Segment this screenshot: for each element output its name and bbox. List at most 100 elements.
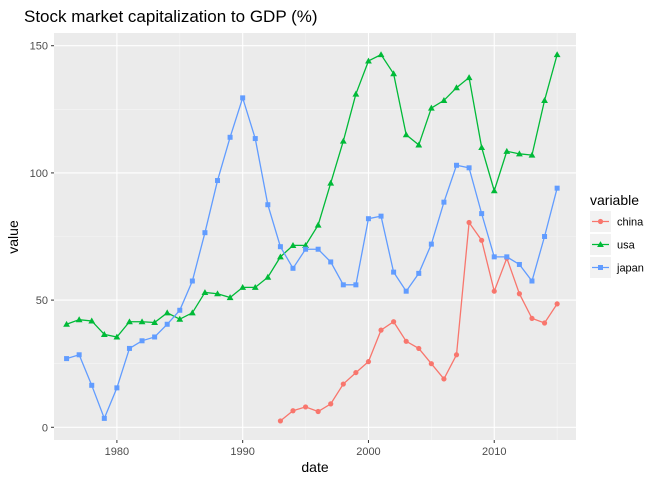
x-axis-title: date: [301, 459, 328, 475]
data-point-usa: [465, 74, 473, 81]
data-point-usa: [151, 319, 159, 326]
data-point-usa: [427, 104, 435, 111]
data-point-usa: [528, 151, 536, 158]
data-point-usa: [75, 316, 83, 323]
data-point-usa: [314, 221, 322, 228]
data-point-japan: [139, 338, 145, 344]
data-point-japan: [315, 246, 321, 252]
data-point-usa: [289, 242, 297, 248]
legend-marker-usa: [597, 241, 604, 248]
data-point-japan: [290, 265, 296, 271]
legend-label: usa: [617, 240, 636, 252]
data-point-japan: [265, 202, 271, 208]
data-point-japan: [252, 136, 258, 142]
data-point-china: [428, 361, 434, 367]
data-point-japan: [441, 199, 447, 205]
data-point-japan: [215, 178, 221, 184]
data-point-japan: [164, 321, 170, 327]
legend-marker-japan: [598, 265, 603, 270]
chart-title: Stock market capitalization to GDP (%): [24, 7, 318, 26]
data-point-china: [365, 359, 372, 365]
data-point-china: [315, 408, 321, 415]
data-point-china: [391, 319, 397, 325]
legend-item-japan: japan: [590, 257, 644, 278]
data-point-japan: [353, 282, 359, 288]
data-point-japan: [277, 244, 283, 250]
data-point-usa: [377, 51, 385, 58]
data-point-japan: [202, 230, 208, 236]
data-point-china: [290, 408, 296, 414]
data-point-usa: [402, 131, 410, 138]
data-point-china: [277, 418, 284, 424]
data-point-china: [403, 338, 409, 344]
data-point-usa: [176, 315, 184, 322]
legend-item-china: china: [590, 211, 644, 232]
y-tick-label: 100: [30, 168, 48, 180]
data-point-japan: [454, 162, 460, 168]
y-tick-label: 150: [30, 41, 48, 53]
data-point-japan: [240, 95, 246, 101]
x-tick-label: 2010: [482, 446, 506, 458]
data-point-usa: [541, 97, 548, 103]
axes: 1980 1990 2000 2010 0 50 100 150: [30, 41, 507, 458]
series-line-usa: [66, 53, 558, 338]
data-point-china: [453, 352, 460, 358]
data-point-china: [529, 315, 535, 322]
data-point-usa: [515, 150, 523, 157]
data-point-japan: [428, 241, 434, 247]
series-line-japan: [66, 95, 558, 421]
data-point-china: [541, 320, 548, 326]
data-point-japan: [554, 185, 560, 191]
data-point-japan: [114, 385, 120, 391]
data-point-usa: [239, 283, 247, 290]
data-point-china: [441, 376, 447, 382]
data-point-china: [378, 327, 384, 333]
data-point-china: [353, 369, 359, 376]
data-point-usa: [339, 137, 347, 144]
data-point-china: [491, 288, 497, 294]
y-tick-label: 0: [42, 422, 48, 434]
data-point-usa: [553, 51, 561, 58]
data-point-usa: [440, 97, 448, 103]
data-point-japan: [504, 254, 510, 260]
data-point-usa: [251, 283, 259, 290]
legend: variable china usa japan: [590, 192, 644, 278]
data-point-china: [554, 301, 560, 307]
data-point-japan: [64, 356, 70, 362]
data-point-usa: [126, 318, 133, 325]
data-point-usa: [302, 242, 309, 248]
data-point-usa: [163, 309, 171, 316]
data-point-japan: [378, 213, 384, 219]
data-point-china: [516, 291, 522, 297]
data-point-japan: [303, 246, 309, 252]
legend-marker-china: [597, 218, 604, 225]
data-point-usa: [490, 187, 498, 194]
data-point-japan: [189, 278, 195, 284]
data-point-japan: [466, 165, 472, 171]
series-china: [277, 219, 560, 424]
data-point-usa: [390, 70, 398, 77]
data-point-japan: [516, 261, 522, 267]
data-point-japan: [542, 234, 548, 239]
data-point-japan: [76, 352, 82, 358]
data-point-usa: [415, 141, 423, 148]
data-point-china: [302, 404, 309, 410]
data-point-japan: [101, 415, 107, 421]
data-point-usa: [352, 90, 360, 97]
data-point-usa: [327, 179, 335, 186]
x-tick-label: 2000: [356, 446, 380, 458]
x-tick-label: 1980: [105, 446, 129, 458]
data-point-china: [328, 401, 334, 407]
data-point-japan: [491, 254, 497, 260]
series-layer: [63, 51, 561, 424]
data-point-usa: [226, 294, 234, 301]
data-point-usa: [453, 84, 460, 91]
y-tick-label: 50: [36, 295, 48, 307]
data-point-usa: [113, 333, 121, 340]
data-point-usa: [214, 290, 221, 297]
data-point-japan: [340, 282, 346, 288]
data-point-japan: [479, 211, 485, 217]
data-point-japan: [227, 134, 233, 140]
data-point-japan: [89, 382, 95, 388]
